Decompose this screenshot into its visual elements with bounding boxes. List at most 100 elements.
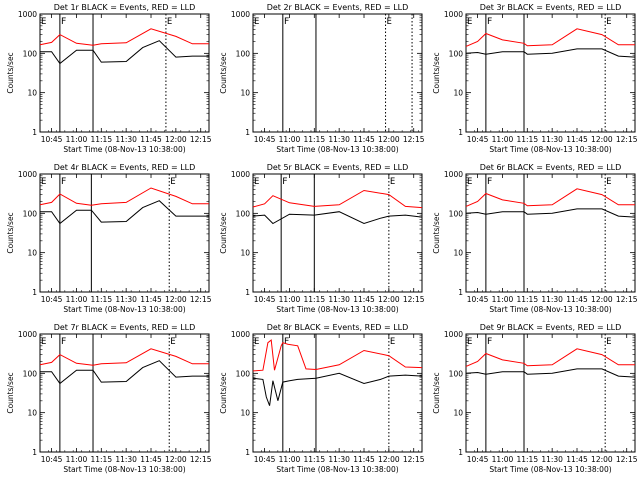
x-tick-label: 11:45 xyxy=(566,135,588,144)
panel-title: Det 2r BLACK = Events, RED = LLD xyxy=(267,3,409,12)
y-tick-label: 10 xyxy=(27,89,37,98)
plot-frame xyxy=(465,173,636,293)
plot-frame xyxy=(252,173,423,293)
x-tick-label: 11:30 xyxy=(328,455,350,464)
x-tick-label: 11:15 xyxy=(303,295,325,304)
x-tick-label: 11:15 xyxy=(516,135,538,144)
x-tick-label: 11:00 xyxy=(66,295,88,304)
x-tick-label: 11:15 xyxy=(90,455,112,464)
y-tick-label: 1 xyxy=(458,448,463,457)
time-marker-label: E xyxy=(41,17,46,27)
x-axis-label: Start Time (08-Nov-13 10:38:00) xyxy=(489,145,611,154)
series-line-lld xyxy=(252,339,423,372)
panel-det-1: Det 1r BLACK = Events, RED = LLD 1 10 100 10… xyxy=(6,3,212,154)
time-marker-label: E xyxy=(254,17,259,27)
time-marker-label: E xyxy=(170,177,175,187)
time-marker-label: E xyxy=(606,337,611,347)
y-tick-label: 1 xyxy=(32,448,37,457)
panel-det-4: Det 4r BLACK = Events, RED = LLD 1 10 100 10… xyxy=(6,163,212,314)
time-marker-label: E xyxy=(467,17,472,27)
x-tick-label: 10:45 xyxy=(254,295,276,304)
time-marker-label: E xyxy=(254,337,259,347)
x-tick-label: 12:15 xyxy=(403,455,425,464)
x-tick-label: 11:30 xyxy=(328,135,350,144)
y-axis-label: Counts/sec xyxy=(219,372,228,413)
x-tick-label: 11:00 xyxy=(66,135,88,144)
y-tick-label: 100 xyxy=(23,209,38,218)
x-tick-label: 10:45 xyxy=(467,295,489,304)
series-line-events xyxy=(40,360,209,385)
x-tick-label: 12:15 xyxy=(190,455,212,464)
x-tick-label: 12:15 xyxy=(403,295,425,304)
series-line-events xyxy=(252,372,423,406)
series-line-events xyxy=(465,368,636,378)
time-marker-label: E xyxy=(254,177,259,187)
time-marker-label: E xyxy=(390,337,395,347)
x-tick-label: 12:00 xyxy=(591,455,613,464)
x-tick-label: 11:30 xyxy=(541,135,563,144)
x-axis-label: Start Time (08-Nov-13 10:38:00) xyxy=(276,465,398,474)
series-line-lld xyxy=(39,348,209,366)
x-tick-label: 11:15 xyxy=(90,135,112,144)
panel-title: Det 3r BLACK = Events, RED = LLD xyxy=(480,3,622,12)
x-tick-label: 11:00 xyxy=(279,135,301,144)
y-tick-label: 1000 xyxy=(18,330,37,339)
x-tick-label: 11:15 xyxy=(303,135,325,144)
y-tick-label: 100 xyxy=(23,49,38,58)
y-tick-label: 1000 xyxy=(444,10,463,19)
x-tick-label: 11:30 xyxy=(115,135,137,144)
x-tick-label: 11:15 xyxy=(303,455,325,464)
x-tick-label: 12:15 xyxy=(190,135,212,144)
series-line-lld xyxy=(39,187,209,206)
series-line-events xyxy=(465,48,636,58)
y-axis-label: Counts/sec xyxy=(219,52,228,93)
time-marker-label: E xyxy=(167,17,172,27)
x-tick-label: 11:45 xyxy=(140,455,162,464)
y-tick-label: 10 xyxy=(27,409,37,418)
x-tick-label: 12:00 xyxy=(165,135,187,144)
plot-frame xyxy=(252,333,423,453)
series-line-lld xyxy=(39,28,209,46)
x-tick-label: 12:00 xyxy=(378,295,400,304)
y-tick-label: 10 xyxy=(240,249,250,258)
y-tick-label: 100 xyxy=(449,369,464,378)
x-axis-label: Start Time (08-Nov-13 10:38:00) xyxy=(63,145,185,154)
time-marker-label: E xyxy=(170,337,175,347)
time-marker-label: F xyxy=(284,337,289,347)
time-marker-label: E xyxy=(41,177,46,187)
plot-frame xyxy=(39,333,210,453)
y-tick-label: 1 xyxy=(458,288,463,297)
x-tick-label: 10:45 xyxy=(254,455,276,464)
y-tick-label: 1 xyxy=(32,288,37,297)
y-tick-label: 1000 xyxy=(444,330,463,339)
x-tick-label: 12:00 xyxy=(591,135,613,144)
series-line-events xyxy=(40,200,209,225)
panel-det-9: Det 9r BLACK = Events, RED = LLD 1 10 100 10… xyxy=(432,323,638,474)
panel-title: Det 6r BLACK = Events, RED = LLD xyxy=(480,163,622,172)
x-tick-label: 12:15 xyxy=(403,135,425,144)
x-axis-label: Start Time (08-Nov-13 10:38:00) xyxy=(489,465,611,474)
panel-title: Det 7r BLACK = Events, RED = LLD xyxy=(54,323,196,332)
x-tick-label: 11:00 xyxy=(279,295,301,304)
x-axis-label: Start Time (08-Nov-13 10:38:00) xyxy=(63,465,185,474)
panel-det-3: Det 3r BLACK = Events, RED = LLD 1 10 100 10… xyxy=(432,3,638,154)
y-tick-label: 10 xyxy=(453,89,463,98)
x-axis-label: Start Time (08-Nov-13 10:38:00) xyxy=(276,145,398,154)
time-marker-label: E xyxy=(606,177,611,187)
y-tick-label: 10 xyxy=(240,89,250,98)
time-marker-label: F xyxy=(61,177,66,187)
x-axis-label: Start Time (08-Nov-13 10:38:00) xyxy=(489,305,611,314)
y-tick-label: 1 xyxy=(245,288,250,297)
time-marker-label: E xyxy=(467,337,472,347)
time-marker-label: F xyxy=(487,177,492,187)
y-tick-label: 100 xyxy=(449,209,464,218)
x-tick-label: 12:00 xyxy=(591,295,613,304)
series-line-lld xyxy=(465,188,635,207)
y-axis-label: Counts/sec xyxy=(432,212,441,253)
y-tick-label: 1000 xyxy=(18,10,37,19)
panel-title: Det 8r BLACK = Events, RED = LLD xyxy=(267,323,409,332)
y-tick-label: 1000 xyxy=(18,170,37,179)
y-tick-label: 1000 xyxy=(231,170,250,179)
x-axis-label: Start Time (08-Nov-13 10:38:00) xyxy=(63,305,185,314)
